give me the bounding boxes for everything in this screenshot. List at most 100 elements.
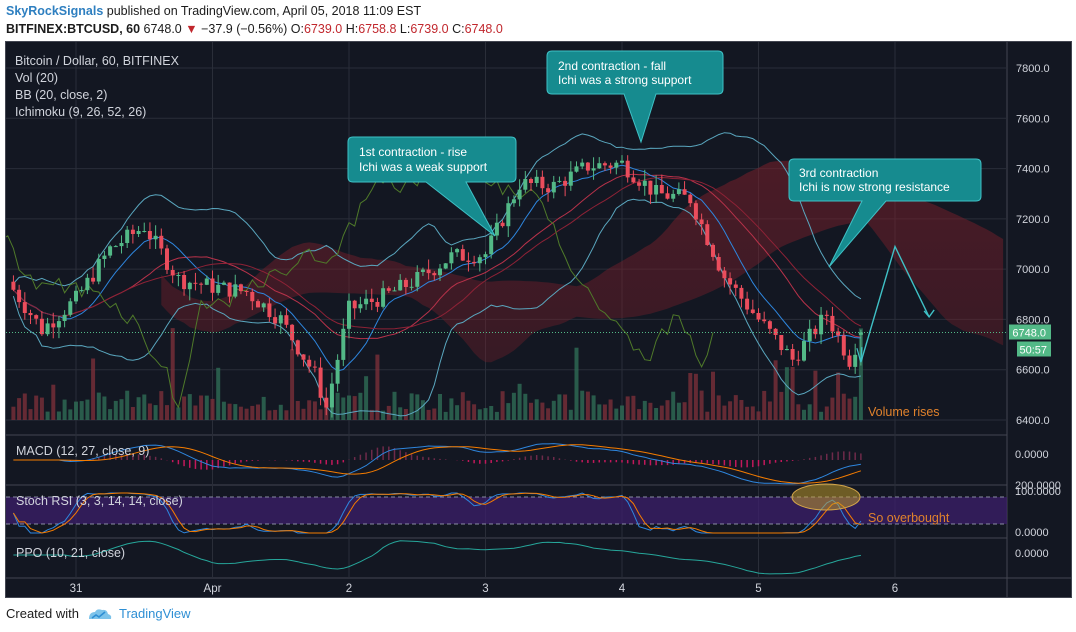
chart-panel[interactable]: 7800.0 7600.0 7400.0 7200.0 7000.0 6800.0 6600… [0,41,1072,598]
volume-bar [585,391,590,420]
candle-body [193,282,198,284]
volume-bar [574,347,579,420]
candle-body [585,162,590,171]
candle-body [637,182,642,186]
volume-bar [830,397,835,420]
candle-body [460,249,465,261]
legend-volume[interactable]: Vol (20) [15,71,58,85]
candle-body [364,298,369,305]
time-tick-label: 31 [70,583,83,595]
candle-body [790,349,795,360]
candle-body [11,281,16,290]
chart-canvas[interactable]: 7800.0 7600.0 7400.0 7200.0 7000.0 6800.0 6600… [0,42,1071,597]
volume-bar [631,395,636,420]
candle-body [227,282,232,297]
volume-bar [227,403,232,420]
candle-body [415,272,420,287]
price-tick-label: 7400.0 [1016,164,1050,176]
candle-body [722,270,727,279]
callout-third-line2: Ichi is now strong resistance [799,180,950,194]
close-label: C: [452,22,465,36]
candle-body [688,194,693,204]
volume-bar [170,328,175,420]
candle-body [221,282,226,285]
volume-bar [290,349,295,420]
price-tick-label: 6600.0 [1016,365,1050,377]
candle-body [511,199,516,204]
volume-bar [119,399,124,420]
candle-body [489,235,494,255]
candle-body [261,303,266,308]
high-value: 6758.8 [358,22,397,36]
candle-body [756,313,761,320]
time-axis[interactable]: 31 Apr 2 3 4 5 6 [70,583,899,595]
volume-bar [364,376,369,420]
volume-bar [546,408,551,420]
projection-path [860,244,930,363]
candle-body [91,277,96,282]
legend-ichimoku[interactable]: Ichimoku (9, 26, 52, 26) [15,105,146,119]
volume-bar [762,390,767,420]
bb-upper-line [13,132,862,300]
tradingview-logo-icon[interactable] [87,607,113,621]
volume-bar [284,410,289,420]
candle-body [813,328,818,335]
volume-bar [443,411,448,420]
volume-bar [472,404,477,420]
high-label: H: [345,22,359,36]
candle-body [392,290,397,292]
candle-body [642,180,647,186]
candle-body [591,168,596,171]
candle-body [728,278,733,285]
volume-bar [386,405,391,420]
callout-first-line2: Ichi was a weak support [359,160,488,174]
candle-body [369,298,374,302]
candle-body [182,275,187,290]
legend-bb[interactable]: BB (20, close, 2) [15,88,107,102]
volume-bar [511,392,516,420]
price-axis[interactable]: 7800.0 7600.0 7400.0 7200.0 7000.0 6800.0 6600… [1016,63,1050,427]
projection-arrowhead [923,309,935,319]
open-label: O: [290,22,304,36]
candle-body [347,300,351,329]
stoch-label[interactable]: Stoch RSI (3, 3, 14, 14, close) [16,494,183,508]
candle-body [324,397,329,408]
stoch-pane[interactable] [12,492,862,534]
candle-body [398,279,403,291]
tradingview-brand[interactable]: TradingView [118,606,191,621]
volume-bar [199,395,204,420]
ppo-pane[interactable] [13,540,861,575]
candle-body [159,235,164,249]
volume-bar [409,393,414,420]
macd-pane[interactable] [13,443,862,485]
macd-label[interactable]: MACD (12, 27, close, 9) [16,444,149,458]
time-tick-label: 6 [892,583,898,595]
volume-bar [654,408,659,420]
macd-line [13,443,861,485]
candle-body [568,171,573,186]
volume-bar [375,354,380,420]
callout-second-line2: Ichi was a strong support [558,73,692,87]
candle-body [420,269,425,272]
author-name[interactable]: SkyRockSignals [6,4,104,18]
candle-body [335,359,340,384]
callout-third-line1: 3rd contraction [799,166,878,180]
candle-body [455,249,460,253]
volume-bar [39,397,44,420]
candle-body [45,323,50,335]
volume-bar [773,360,778,420]
candlesticks [11,155,863,418]
candle-body [113,246,118,248]
candle-body [244,291,249,292]
volume-bar [136,397,141,420]
volume-bar [347,395,351,420]
volume-bar [642,400,647,420]
volume-bar [790,367,795,420]
candle-body [17,289,22,303]
price-tick-label: 7000.0 [1016,264,1050,276]
ppo-label[interactable]: PPO (10, 21, close) [16,546,125,560]
candle-body [136,231,141,234]
legend-main[interactable]: Bitcoin / Dollar, 60, BITFINEX [15,54,180,68]
stoch-100-tick: 100.0000 [1015,486,1061,498]
volume-bar [125,390,130,420]
